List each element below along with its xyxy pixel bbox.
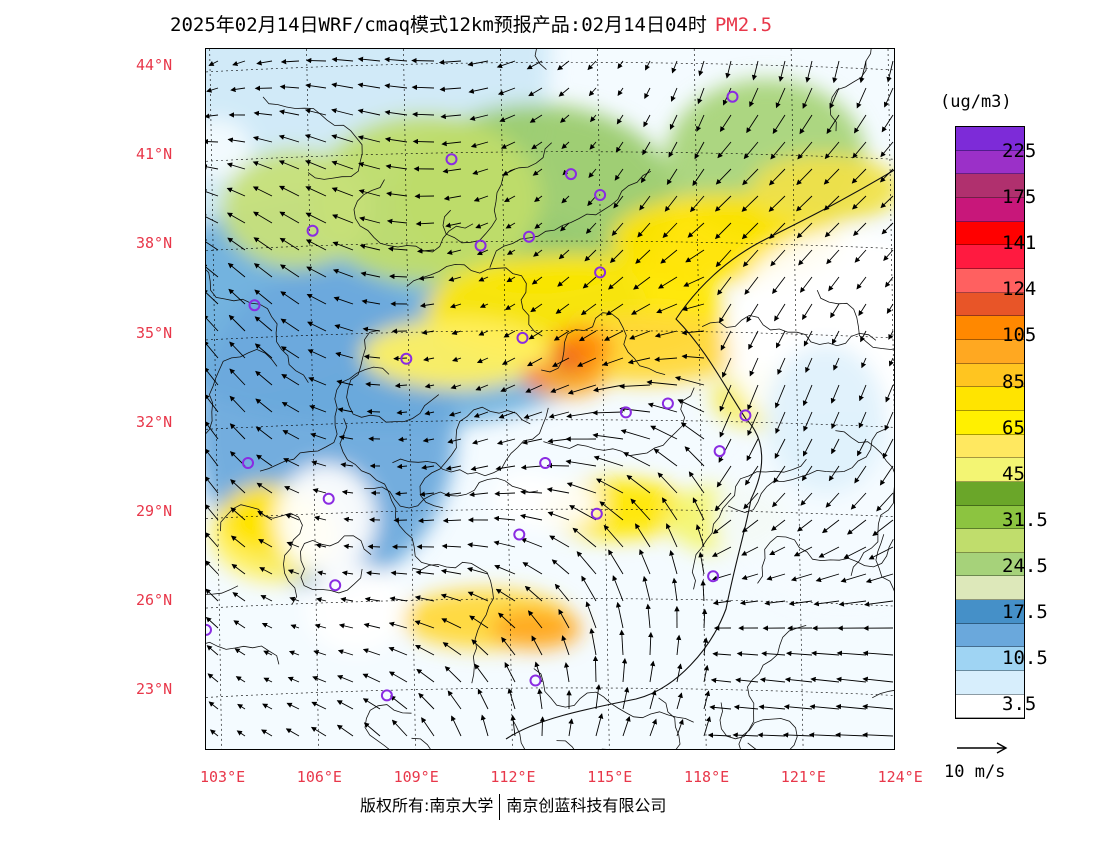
lat-label: 44°N — [136, 56, 173, 74]
colorbar-swatch — [956, 387, 1024, 411]
lon-label: 121°E — [780, 768, 826, 786]
colorbar-tick-label: 105 — [1002, 324, 1037, 347]
city-stations — [206, 90, 752, 702]
city-station-marker — [206, 623, 212, 636]
city-station-marker — [739, 409, 752, 422]
colorbar-swatch — [956, 576, 1024, 601]
city-station-marker — [594, 266, 607, 279]
province-borders — [206, 49, 894, 749]
colorbar-tick-label: 31.5 — [1002, 508, 1048, 531]
colorbar-tick-label: 17.5 — [1002, 601, 1048, 623]
city-station-marker — [474, 239, 487, 252]
colorbar-swatch — [956, 410, 1024, 435]
copyright-right: 南京创蓝科技有限公司 — [506, 796, 667, 815]
city-station-marker — [726, 90, 739, 103]
colorbar-tick-label: 3.5 — [1002, 693, 1037, 716]
colorbar-swatch — [956, 245, 1024, 269]
colorbar-tick-label: 65 — [1002, 416, 1025, 439]
colorbar-swatch — [956, 363, 1024, 388]
colorbar-swatch — [956, 174, 1024, 198]
city-station-marker — [248, 299, 261, 312]
city-station-marker — [380, 689, 393, 702]
lon-label: 118°E — [684, 768, 730, 786]
lat-label: 29°N — [136, 502, 173, 520]
pm25-forecast-map[interactable] — [205, 48, 895, 750]
city-station-marker — [242, 457, 254, 469]
city-station-marker — [619, 406, 632, 419]
colorbar-swatch — [956, 268, 1024, 293]
colorbar-tick-label: 141 — [1002, 232, 1037, 255]
lat-label: 32°N — [136, 412, 173, 431]
colorbar-swatch — [956, 647, 1024, 672]
city-station-marker — [707, 570, 720, 583]
colorbar-swatch — [956, 694, 1024, 719]
colorbar-swatch — [956, 458, 1024, 482]
city-station-marker — [445, 153, 458, 166]
lat-label: 23°N — [136, 680, 173, 699]
city-station-marker — [713, 445, 726, 458]
colorbar-swatch — [956, 292, 1024, 317]
city-station-marker — [523, 230, 535, 243]
lon-label: 115°E — [587, 768, 633, 786]
colorbar-swatch — [956, 221, 1024, 246]
copyright-footer: 版权所有:南京大学 南京创蓝科技有限公司 — [360, 792, 666, 820]
colorbar-swatch — [956, 623, 1024, 648]
colorbar-tick-label: 10.5 — [1002, 647, 1048, 670]
wind-vector-key-arrow — [957, 742, 1008, 754]
wind-vector-key-label: 10 m/s — [944, 762, 1006, 782]
colorbar-swatch — [956, 434, 1024, 459]
colorbar-unit: (ug/m3) — [940, 92, 1012, 112]
city-station-marker — [322, 492, 335, 505]
colorbar-swatch — [956, 197, 1024, 222]
city-station-marker — [513, 528, 526, 541]
city-station-marker — [329, 579, 342, 592]
city-station-marker — [661, 397, 674, 410]
colorbar-swatch — [956, 127, 1024, 151]
graticule — [206, 49, 894, 749]
colorbar-tick-label: 24.5 — [1002, 554, 1048, 577]
colorbar-swatch — [956, 600, 1024, 624]
colorbar-tick-label: 124 — [1002, 278, 1037, 301]
colorbar-swatch — [956, 316, 1024, 340]
lat-label: 35°N — [136, 323, 173, 342]
city-station-marker — [565, 168, 577, 181]
lat-label: 38°N — [136, 234, 173, 253]
city-station-marker — [539, 457, 552, 469]
footer-separator — [499, 793, 501, 820]
lon-label: 106°E — [296, 768, 342, 786]
city-station-marker — [400, 352, 413, 365]
lon-label: 103°E — [200, 768, 246, 786]
lon-label: 112°E — [490, 768, 536, 786]
colorbar-swatch — [956, 481, 1024, 506]
colorbar-swatch — [956, 671, 1024, 695]
colorbar-swatch — [956, 529, 1024, 553]
colorbar-swatch — [956, 339, 1024, 364]
lat-label: 41°N — [136, 145, 173, 164]
lat-label: 26°N — [136, 591, 173, 610]
title-main: 2025年02月14日WRF/cmaq模式12km预报产品:02月14日04时 — [170, 14, 707, 36]
city-station-marker — [306, 224, 319, 237]
pm25-concentration-field — [206, 49, 894, 654]
colorbar-swatch — [956, 505, 1024, 530]
city-station-marker — [529, 674, 542, 687]
colorbar-tick-label: 225 — [1002, 140, 1037, 162]
colorbar-tick-label: 85 — [1002, 370, 1025, 393]
colorbar-swatch — [956, 552, 1024, 577]
city-station-marker — [590, 507, 603, 520]
lon-label: 109°E — [393, 768, 439, 786]
lon-label: 124°E — [877, 768, 923, 786]
colorbar-swatch — [956, 150, 1024, 175]
colorbar-tick-label: 45 — [1002, 462, 1025, 485]
city-station-marker — [516, 331, 529, 344]
colorbar-tick-label: 175 — [1002, 186, 1037, 209]
copyright-left: 版权所有:南京大学 — [360, 796, 494, 815]
city-station-marker — [594, 189, 607, 201]
map-title: 2025年02月14日WRF/cmaq模式12km预报产品:02月14日04时 P… — [170, 10, 772, 37]
pm25-colorbar — [955, 126, 1025, 720]
wind-vectors — [206, 56, 894, 738]
title-product: PM2.5 — [714, 14, 773, 36]
